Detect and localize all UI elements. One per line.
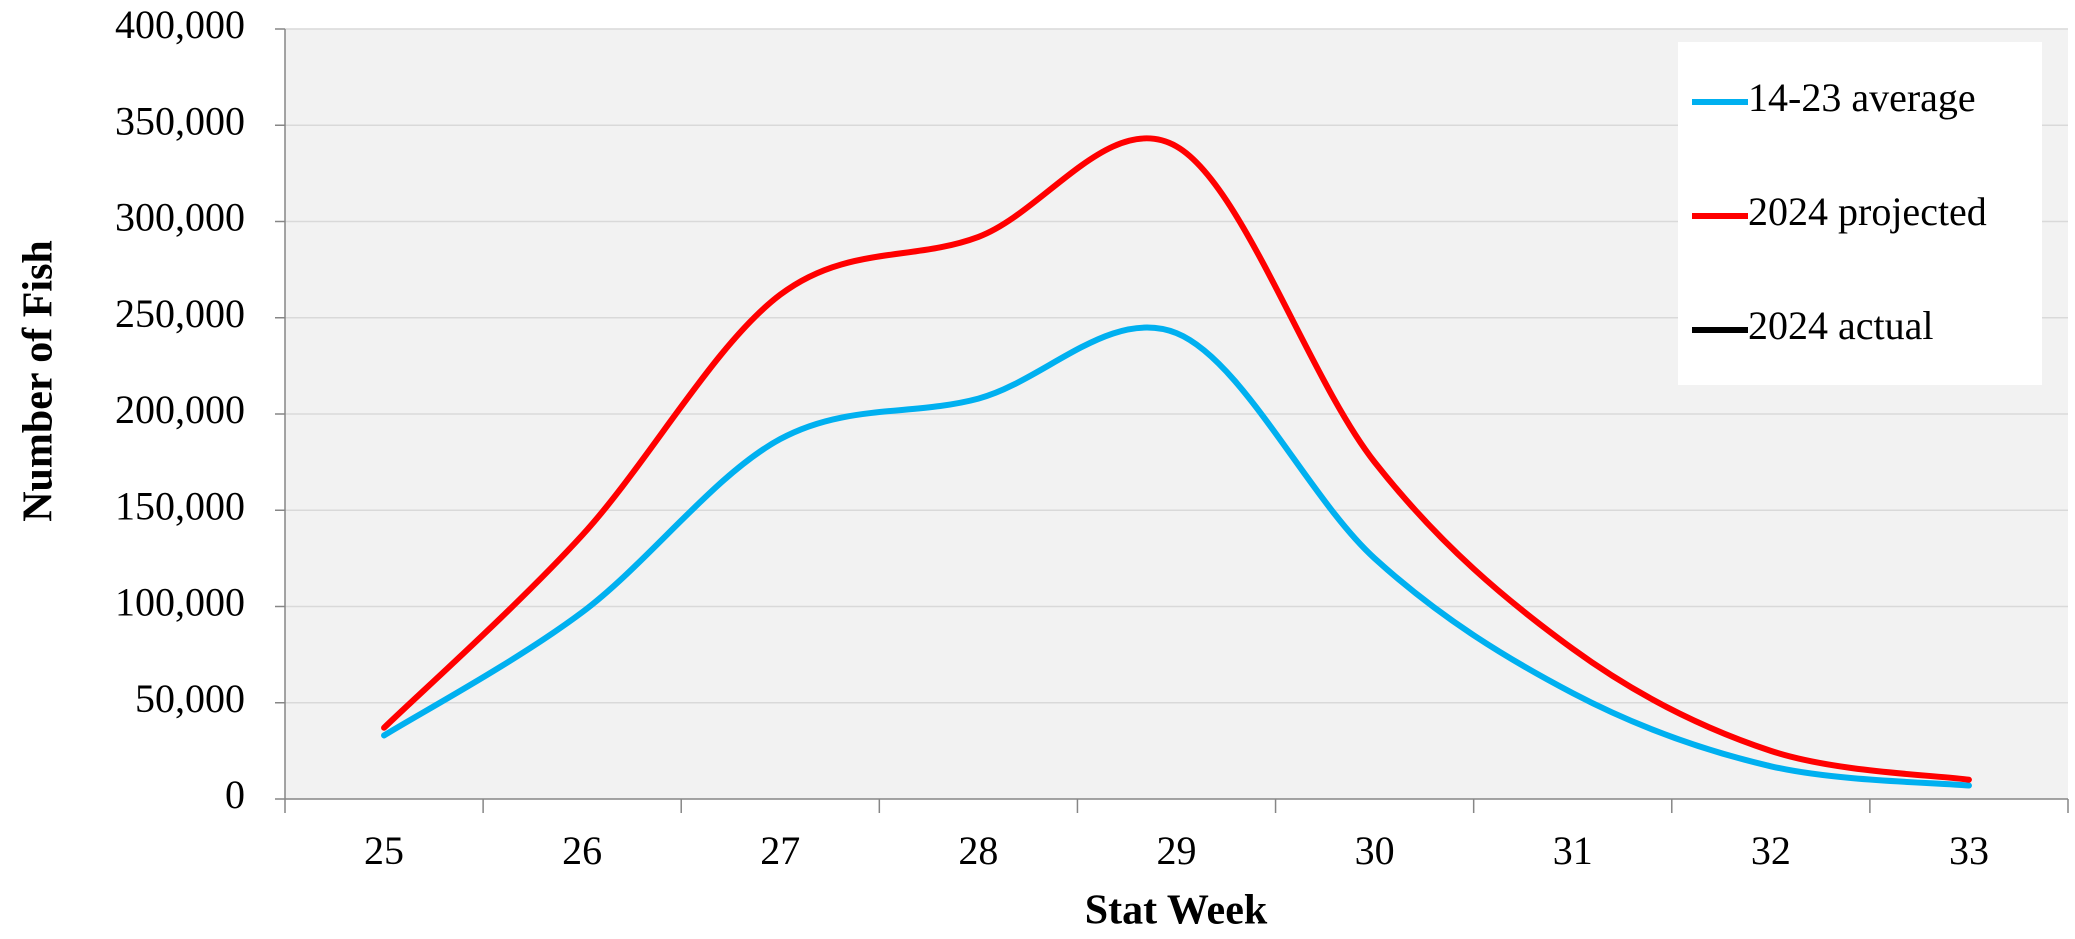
x-tick-label: 28 bbox=[958, 828, 998, 873]
y-tick-label: 0 bbox=[225, 772, 245, 817]
x-tick-label: 29 bbox=[1157, 828, 1197, 873]
y-axis-title: Number of Fish bbox=[16, 240, 62, 522]
x-tick-label: 32 bbox=[1751, 828, 1791, 873]
y-tick-label: 350,000 bbox=[115, 98, 245, 143]
x-tick-label: 33 bbox=[1949, 828, 1989, 873]
y-tick-label: 100,000 bbox=[115, 580, 245, 625]
series-line bbox=[381, 324, 1972, 789]
legend-label: 2024 projected bbox=[1748, 189, 1987, 234]
legend-label: 2024 actual bbox=[1748, 303, 1934, 348]
y-tick-label: 200,000 bbox=[115, 387, 245, 432]
x-tick-label: 31 bbox=[1553, 828, 1593, 873]
x-tick-label: 25 bbox=[364, 828, 404, 873]
y-tick-label: 150,000 bbox=[115, 483, 245, 528]
y-tick-label: 250,000 bbox=[115, 291, 245, 336]
x-tick-label: 26 bbox=[562, 828, 602, 873]
x-axis-title: Stat Week bbox=[1085, 888, 1268, 934]
series-line bbox=[381, 135, 1972, 783]
x-tick-label: 30 bbox=[1355, 828, 1395, 873]
legend-label: 14-23 average bbox=[1748, 75, 1976, 120]
y-tick-label: 50,000 bbox=[135, 676, 245, 721]
y-tick-label: 400,000 bbox=[115, 2, 245, 47]
y-tick-label: 300,000 bbox=[115, 195, 245, 240]
x-tick-label: 27 bbox=[760, 828, 800, 873]
